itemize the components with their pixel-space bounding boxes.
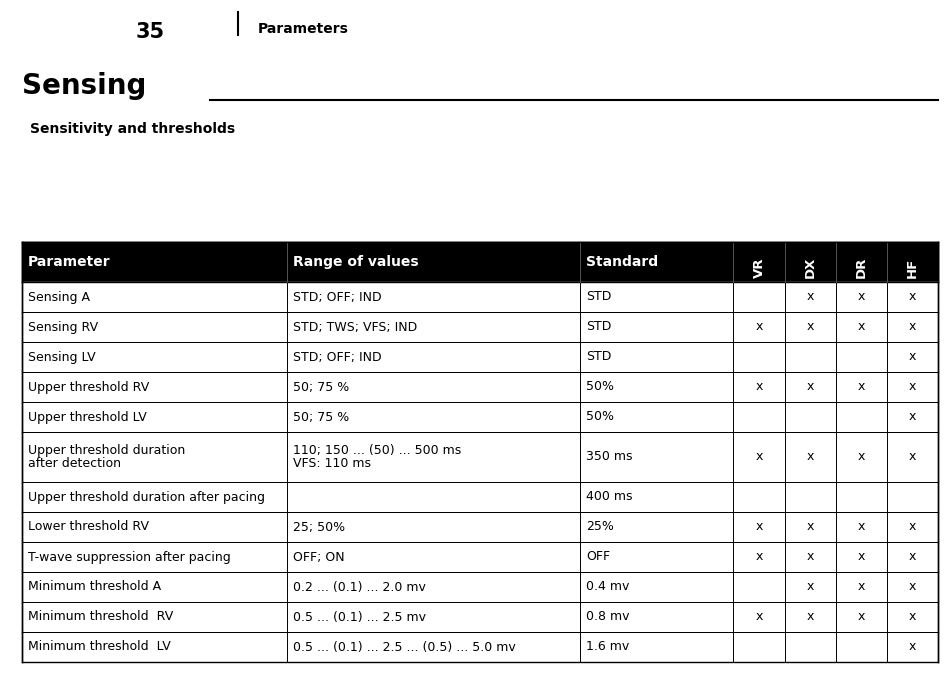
Text: x: x xyxy=(858,381,865,394)
Text: Parameters: Parameters xyxy=(258,22,349,36)
Text: Upper threshold RV: Upper threshold RV xyxy=(28,381,149,394)
Text: T-wave suppression after pacing: T-wave suppression after pacing xyxy=(28,551,231,563)
Polygon shape xyxy=(22,482,938,512)
Text: x: x xyxy=(755,381,763,394)
Text: x: x xyxy=(909,581,916,594)
Text: 50%: 50% xyxy=(586,411,614,424)
Text: x: x xyxy=(755,521,763,533)
Text: Upper threshold duration after pacing: Upper threshold duration after pacing xyxy=(28,491,265,503)
Polygon shape xyxy=(22,602,938,632)
Text: STD; OFF; IND: STD; OFF; IND xyxy=(293,351,381,364)
Text: x: x xyxy=(806,381,814,394)
Text: x: x xyxy=(806,581,814,594)
Text: x: x xyxy=(909,551,916,563)
Text: x: x xyxy=(858,611,865,624)
Text: x: x xyxy=(806,291,814,303)
Text: Sensing A: Sensing A xyxy=(28,291,90,303)
Text: 25%: 25% xyxy=(586,521,613,533)
Text: 0.2 ... (0.1) ... 2.0 mv: 0.2 ... (0.1) ... 2.0 mv xyxy=(293,581,426,594)
Text: x: x xyxy=(755,450,763,464)
Text: 0.5 ... (0.1) ... 2.5 ... (0.5) ... 5.0 mv: 0.5 ... (0.1) ... 2.5 ... (0.5) ... 5.0 … xyxy=(293,641,515,654)
Text: Minimum threshold  LV: Minimum threshold LV xyxy=(28,641,171,654)
Text: x: x xyxy=(858,321,865,333)
Text: 50; 75 %: 50; 75 % xyxy=(293,411,349,424)
Text: x: x xyxy=(909,381,916,394)
Text: x: x xyxy=(858,291,865,303)
Polygon shape xyxy=(22,242,938,282)
Text: Minimum threshold A: Minimum threshold A xyxy=(28,581,161,594)
Text: 1.6 mv: 1.6 mv xyxy=(586,641,630,654)
Text: Standard: Standard xyxy=(586,255,658,269)
Text: x: x xyxy=(755,321,763,333)
Text: 0.4 mv: 0.4 mv xyxy=(586,581,630,594)
Text: x: x xyxy=(806,450,814,464)
Text: Sensing LV: Sensing LV xyxy=(28,351,96,364)
Text: x: x xyxy=(909,291,916,303)
Text: x: x xyxy=(806,611,814,624)
Text: x: x xyxy=(909,641,916,654)
Text: STD; OFF; IND: STD; OFF; IND xyxy=(293,291,381,303)
Text: STD: STD xyxy=(586,351,611,364)
Text: STD: STD xyxy=(586,291,611,303)
Text: x: x xyxy=(909,611,916,624)
Text: x: x xyxy=(755,551,763,563)
Text: Parameter: Parameter xyxy=(28,255,110,269)
Text: STD; TWS; VFS; IND: STD; TWS; VFS; IND xyxy=(293,321,417,333)
Text: Upper threshold duration: Upper threshold duration xyxy=(28,444,185,457)
Text: HF: HF xyxy=(906,258,919,278)
Text: x: x xyxy=(858,581,865,594)
Text: Minimum threshold  RV: Minimum threshold RV xyxy=(28,611,173,624)
Polygon shape xyxy=(22,542,938,572)
Polygon shape xyxy=(22,282,938,312)
Text: x: x xyxy=(909,351,916,364)
Text: OFF; ON: OFF; ON xyxy=(293,551,344,563)
Text: x: x xyxy=(909,450,916,464)
Text: 350 ms: 350 ms xyxy=(586,450,632,464)
Text: x: x xyxy=(909,411,916,424)
Text: x: x xyxy=(806,551,814,563)
Text: 0.5 ... (0.1) ... 2.5 mv: 0.5 ... (0.1) ... 2.5 mv xyxy=(293,611,426,624)
Text: 400 ms: 400 ms xyxy=(586,491,632,503)
Text: VFS: 110 ms: VFS: 110 ms xyxy=(293,457,371,470)
Text: after detection: after detection xyxy=(28,457,121,470)
Text: STD: STD xyxy=(586,321,611,333)
Polygon shape xyxy=(22,572,938,602)
Text: x: x xyxy=(909,521,916,533)
Text: Sensitivity and thresholds: Sensitivity and thresholds xyxy=(30,122,235,136)
Polygon shape xyxy=(22,402,938,432)
Text: DR: DR xyxy=(855,256,867,278)
Text: Upper threshold LV: Upper threshold LV xyxy=(28,411,146,424)
Text: x: x xyxy=(858,551,865,563)
Text: DX: DX xyxy=(804,256,817,278)
Polygon shape xyxy=(22,432,938,482)
Text: Lower threshold RV: Lower threshold RV xyxy=(28,521,149,533)
Text: 35: 35 xyxy=(135,22,165,42)
Polygon shape xyxy=(22,372,938,402)
Text: 0.8 mv: 0.8 mv xyxy=(586,611,630,624)
Text: Sensing RV: Sensing RV xyxy=(28,321,98,333)
Text: VR: VR xyxy=(752,257,766,278)
Polygon shape xyxy=(22,512,938,542)
Text: Range of values: Range of values xyxy=(293,255,418,269)
Text: x: x xyxy=(858,521,865,533)
Polygon shape xyxy=(22,342,938,372)
Polygon shape xyxy=(22,312,938,342)
Text: x: x xyxy=(806,521,814,533)
Polygon shape xyxy=(22,632,938,662)
Text: x: x xyxy=(909,321,916,333)
Text: OFF: OFF xyxy=(586,551,611,563)
Text: x: x xyxy=(755,611,763,624)
Text: Sensing: Sensing xyxy=(22,72,146,100)
Text: 50; 75 %: 50; 75 % xyxy=(293,381,349,394)
Text: 110; 150 ... (50) ... 500 ms: 110; 150 ... (50) ... 500 ms xyxy=(293,444,461,457)
Text: x: x xyxy=(806,321,814,333)
Text: 50%: 50% xyxy=(586,381,614,394)
Text: 25; 50%: 25; 50% xyxy=(293,521,345,533)
Text: x: x xyxy=(858,450,865,464)
